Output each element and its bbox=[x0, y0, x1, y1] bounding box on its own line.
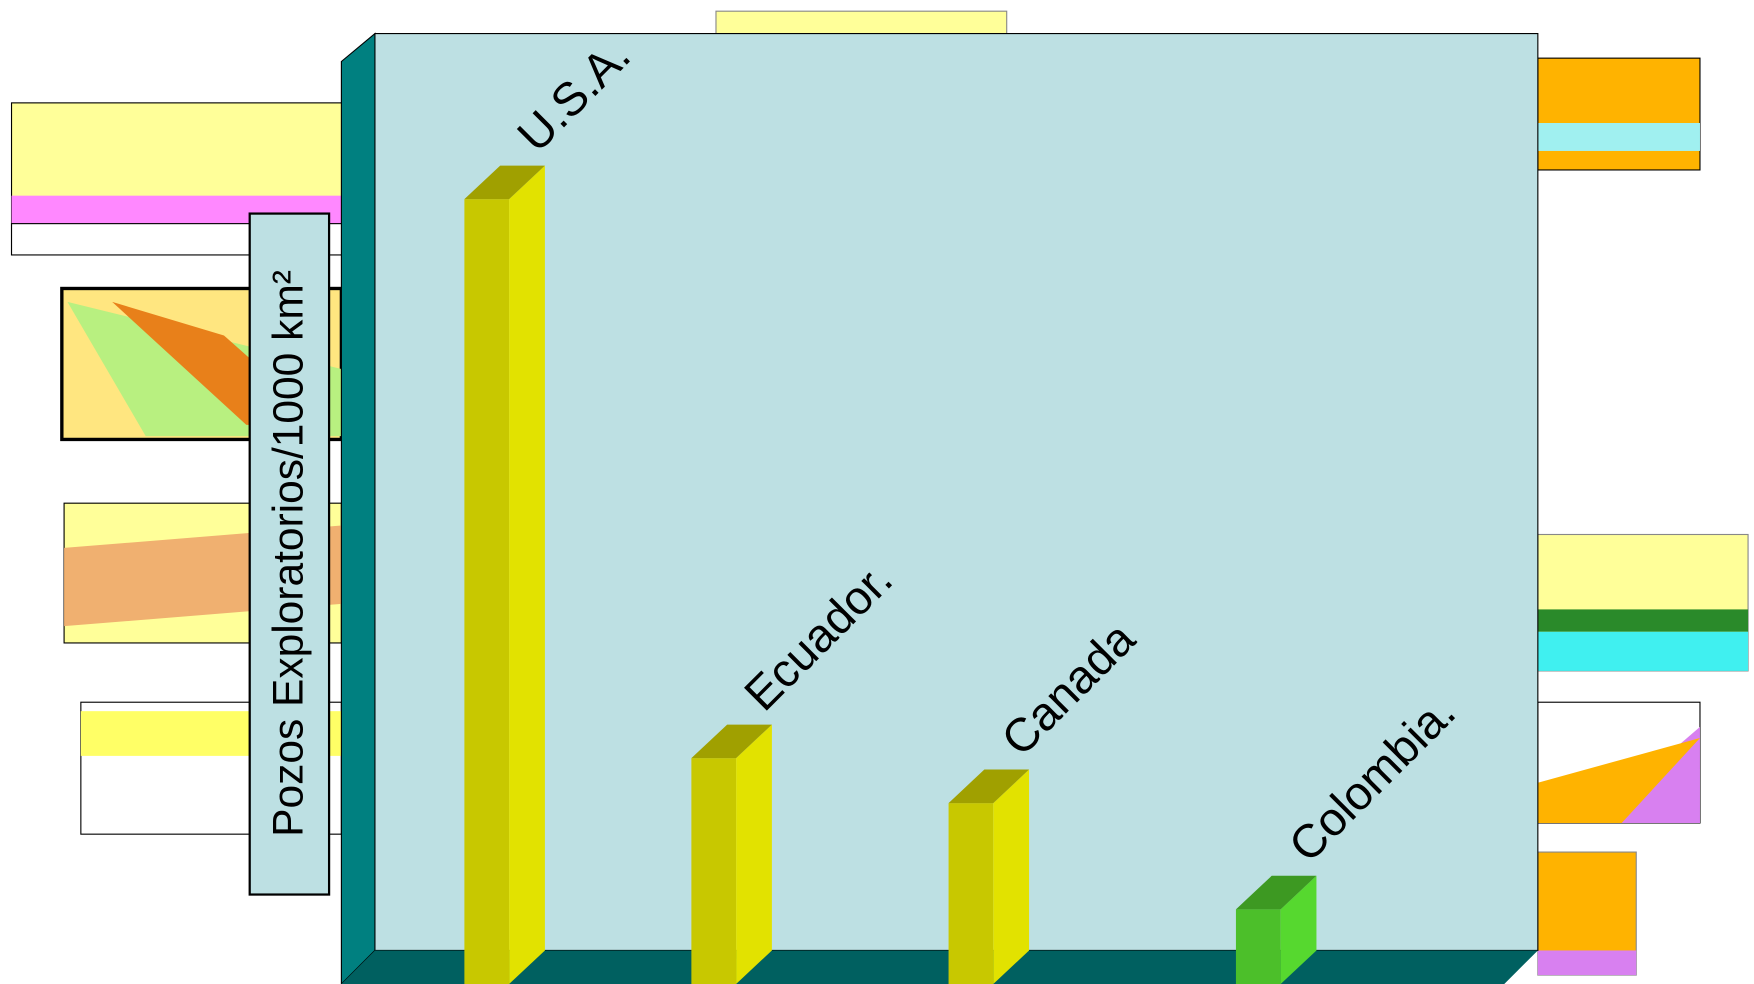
bar-side bbox=[736, 724, 772, 984]
y-axis-label: Pozos Exploratorios/1000 km² bbox=[265, 270, 312, 837]
y-label-frame bbox=[248, 212, 331, 896]
bar-side bbox=[1280, 875, 1317, 984]
bar bbox=[464, 165, 545, 984]
bar bbox=[948, 769, 1030, 984]
bar-front bbox=[948, 803, 994, 984]
section-layer bbox=[1537, 123, 1700, 151]
bar bbox=[691, 724, 772, 984]
bar-front bbox=[464, 199, 510, 984]
section-layer bbox=[1537, 631, 1749, 671]
bar-front bbox=[1235, 909, 1281, 984]
bar-side bbox=[509, 165, 545, 984]
section-layer bbox=[1537, 738, 1700, 823]
bar-top bbox=[691, 724, 772, 759]
section-layer bbox=[1537, 609, 1749, 632]
bar-front bbox=[691, 758, 737, 984]
bar-side bbox=[993, 769, 1030, 984]
section-layer bbox=[1537, 950, 1637, 976]
bar-top bbox=[1235, 875, 1317, 910]
bar bbox=[1235, 875, 1317, 984]
section-image bbox=[715, 10, 1008, 35]
bar-top bbox=[948, 769, 1030, 804]
y-label-box: Pozos Exploratorios/1000 km² bbox=[248, 212, 331, 896]
plot-side-wall bbox=[340, 32, 376, 984]
section-image bbox=[1537, 57, 1701, 171]
bar-top bbox=[464, 165, 545, 200]
